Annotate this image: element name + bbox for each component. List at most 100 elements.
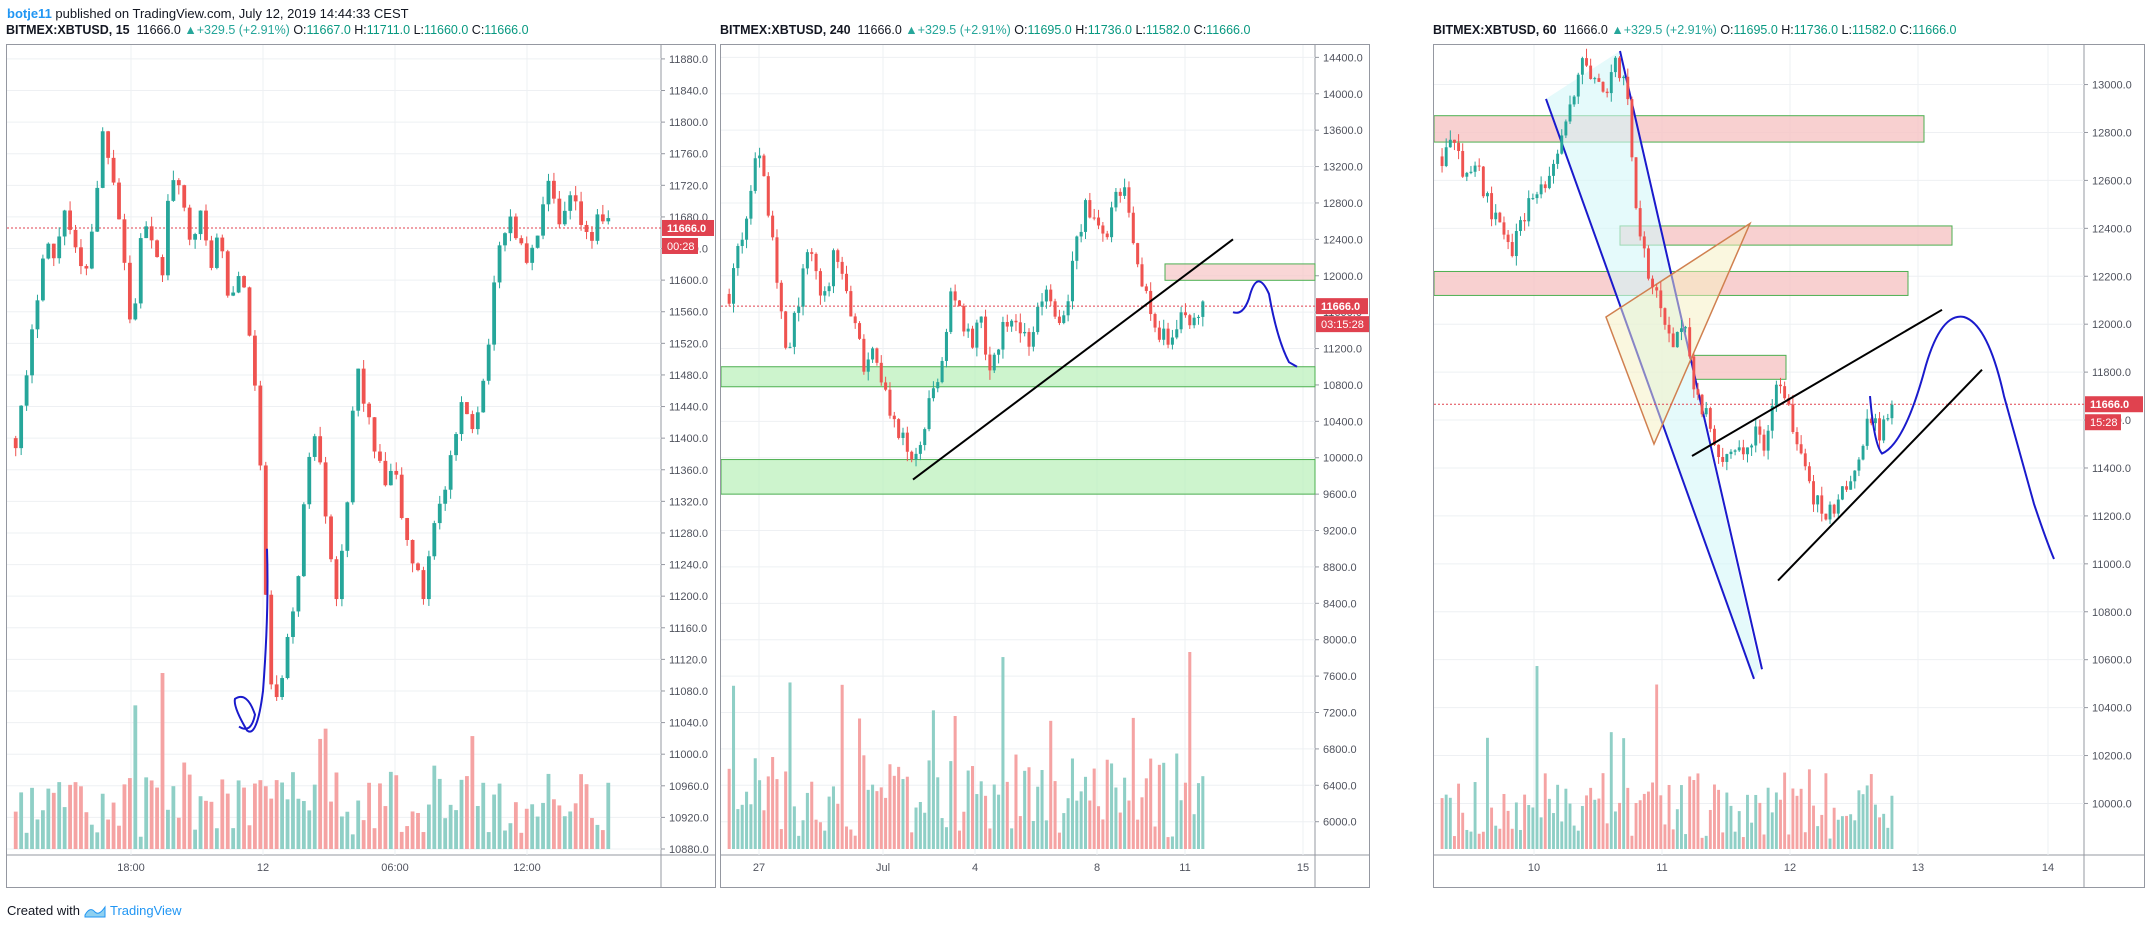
volume-bar [1136, 819, 1140, 849]
author-name[interactable]: botje11 [7, 6, 52, 21]
volume-bar [100, 793, 105, 849]
candle-up [568, 195, 573, 211]
volume-bar [1453, 836, 1456, 849]
candle-down [1630, 99, 1634, 158]
chart-area[interactable]: 13000.0 12800.0 12600.0 12400.0 12200.0 12000… [1433, 44, 2145, 888]
chart-canvas[interactable]: 13000.0 12800.0 12600.0 12400.0 12200.0 12000… [1433, 45, 2144, 887]
volume-bar [19, 792, 24, 849]
volume-bar [745, 791, 749, 849]
volume-bar [1758, 802, 1762, 849]
volume-bar [247, 825, 252, 849]
volume-bar [1795, 795, 1799, 849]
volume-bar [225, 793, 230, 849]
volume-bar [1869, 774, 1873, 849]
volume-bar [1010, 828, 1014, 849]
volume-bar [46, 788, 51, 849]
volume-bar [296, 798, 301, 849]
footer-brand[interactable]: TradingView [109, 903, 182, 918]
tradingview-logo-icon [84, 905, 106, 918]
candle-down [204, 210, 208, 241]
volume-bar [323, 728, 328, 849]
chart-area[interactable]: 14400.0 14000.0 13600.0 13200.0 12800.0 12400… [720, 44, 1378, 888]
volume-bar [1101, 819, 1105, 849]
volume-bar [459, 779, 464, 849]
candle-down [1498, 212, 1502, 223]
volume-bar [940, 818, 944, 849]
volume-bar [465, 776, 469, 849]
candle-down [1791, 404, 1795, 433]
candle-up [792, 312, 796, 347]
candle-down [1166, 328, 1170, 345]
y-tick-label: 7600.0 [1323, 671, 1357, 683]
volume-bar [1708, 809, 1712, 849]
candle-down [1589, 65, 1593, 79]
candle-up [595, 214, 600, 241]
candle-down [1787, 398, 1791, 405]
x-tick-label: 27 [753, 862, 765, 874]
candle-up [606, 218, 611, 222]
volume-bar [106, 819, 111, 849]
candle-up [1680, 328, 1683, 332]
y-tick-label: 12800.0 [1323, 198, 1363, 210]
chart-area[interactable]: 11880.0 11840.0 11800.0 11760.0 11720.0 11680… [6, 44, 716, 888]
volume-bar [562, 816, 567, 849]
countdown-bg [662, 237, 698, 254]
candle-up [1774, 384, 1778, 406]
candle-up [356, 368, 361, 411]
volume-bar [923, 812, 927, 849]
volume-bar [399, 831, 404, 849]
y-tick-label: 11200.0 [2092, 511, 2131, 523]
candle-up [1519, 220, 1522, 232]
candle-up [931, 388, 935, 399]
volume-bar [1469, 831, 1473, 849]
chart-canvas[interactable]: 11880.011840.011800.011760.011720.011680… [7, 45, 715, 887]
volume-bar [280, 782, 285, 849]
candle-up [1593, 78, 1597, 80]
candle-up [62, 210, 67, 237]
candle-down [762, 155, 766, 177]
volume-bar [1083, 776, 1088, 849]
candle-up [1725, 454, 1729, 462]
candle-down [111, 157, 116, 183]
candle-up [1733, 450, 1737, 452]
y-tick-label: 11000.0 [2092, 559, 2131, 571]
volume-bar [394, 775, 399, 849]
volume-bar [1754, 794, 1758, 849]
candle-up [1535, 194, 1539, 199]
candle-up [1036, 306, 1040, 333]
volume-bar [1845, 815, 1848, 849]
candle-down [122, 219, 127, 263]
symbol-label: BITMEX:XBTUSD [6, 23, 109, 37]
y-tick-label: 11240.0 [669, 560, 708, 572]
candle-up [1514, 231, 1518, 257]
volume-bar [1440, 798, 1444, 849]
volume-bar [771, 757, 775, 849]
candle-up [831, 250, 835, 287]
volume-bar [1477, 833, 1481, 849]
volume-bar [356, 800, 361, 849]
candle-down [470, 414, 475, 430]
volume-bar [853, 835, 857, 849]
candle-down [1713, 428, 1716, 445]
candle-down [1105, 233, 1109, 238]
candle-up [901, 432, 905, 438]
volume-bar [740, 804, 744, 849]
volume-bar [975, 794, 979, 849]
volume-bar [731, 685, 736, 849]
trend-line [912, 238, 1234, 481]
volume-bar [89, 824, 94, 849]
candle-down [1803, 453, 1807, 467]
volume-bar [1861, 794, 1865, 849]
chart-canvas[interactable]: 14400.0 14000.0 13600.0 13200.0 12800.0 12400… [720, 45, 1378, 887]
volume-bar [40, 810, 45, 849]
candle-up [1861, 445, 1865, 460]
y-tick-label: 11600.0 [669, 275, 708, 287]
candle-up [508, 216, 513, 234]
volume-bar [1110, 763, 1114, 849]
candle-down [1646, 248, 1650, 279]
volume-bar [1725, 792, 1729, 849]
candle-down [849, 291, 853, 317]
volume-bar [253, 783, 257, 849]
publish-header: botje11 published on TradingView.com, Ju… [7, 6, 409, 22]
volume-bar [1832, 807, 1836, 849]
